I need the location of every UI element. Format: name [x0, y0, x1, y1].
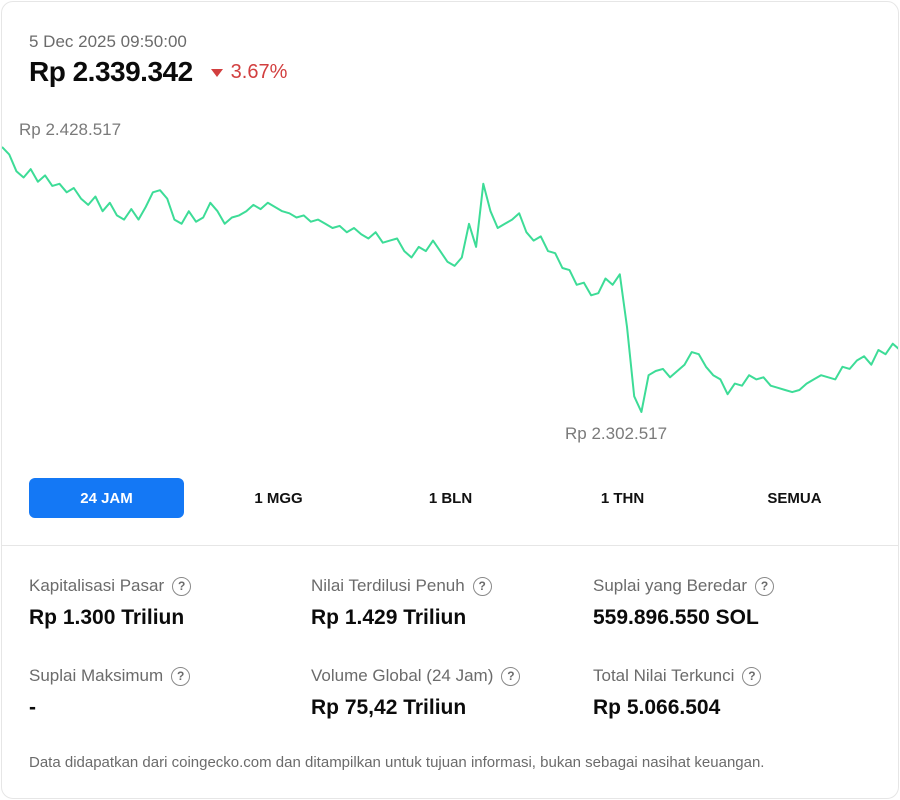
disclaimer-text: Data didapatkan dari coingecko.com dan d… [29, 754, 765, 771]
stat-label: Suplai Maksimum? [29, 666, 299, 686]
stat-value: Rp 75,42 Triliun [311, 696, 467, 719]
chart-low-label: Rp 2.302.517 [565, 424, 668, 443]
price-line [2, 146, 898, 413]
stat-value: Rp 5.066.504 [593, 696, 721, 719]
tab-1-mgg[interactable]: 1 MGG [201, 478, 356, 518]
timestamp: 5 Dec 2025 09:50:00 [29, 32, 187, 51]
tab-24-jam[interactable]: 24 JAM [29, 478, 184, 518]
current-price: Rp 2.339.342 [29, 56, 193, 87]
stat-value: Rp 1.429 Triliun [311, 606, 467, 629]
stat-fully-diluted: Nilai Terdilusi Penuh? Rp 1.429 Triliun [311, 576, 581, 630]
stat-total-value-locked: Total Nilai Terkunci? Rp 5.066.504 [593, 666, 863, 720]
stat-max-supply: Suplai Maksimum? - [29, 666, 299, 720]
help-icon[interactable]: ? [172, 576, 192, 596]
tab-label: 24 JAM [80, 489, 133, 507]
stat-global-volume: Volume Global (24 Jam)? Rp 75,42 Triliun [311, 666, 581, 720]
help-icon[interactable]: ? [742, 666, 762, 686]
stat-label-text: Kapitalisasi Pasar [29, 576, 165, 595]
stat-label: Volume Global (24 Jam)? [311, 666, 581, 686]
divider [2, 545, 898, 546]
help-icon[interactable]: ? [171, 666, 191, 686]
stat-value: - [29, 696, 36, 719]
tab-label: 1 MGG [254, 489, 303, 507]
down-triangle-icon [210, 69, 223, 77]
price-chart[interactable] [2, 112, 899, 452]
stat-label-text: Nilai Terdilusi Penuh [311, 576, 465, 595]
timeframe-tabs: 24 JAM 1 MGG 1 BLN 1 THN SEMUA [29, 478, 875, 518]
tab-1-bln[interactable]: 1 BLN [373, 478, 528, 518]
stat-label-text: Volume Global (24 Jam) [311, 666, 494, 685]
stat-label: Nilai Terdilusi Penuh? [311, 576, 581, 596]
tab-label: 1 BLN [428, 489, 473, 507]
help-icon[interactable]: ? [501, 666, 521, 686]
stat-value: Rp 1.300 Triliun [29, 606, 185, 629]
stat-label: Total Nilai Terkunci? [593, 666, 863, 686]
tab-label: SEMUA [767, 489, 822, 507]
price-row: Rp 2.339.342 3.67% [29, 56, 287, 88]
stat-label: Kapitalisasi Pasar? [29, 576, 299, 596]
stat-label: Suplai yang Beredar? [593, 576, 863, 596]
stat-value: 559.896.550 SOL [593, 606, 759, 629]
stat-circulating-supply: Suplai yang Beredar? 559.896.550 SOL [593, 576, 863, 630]
tab-1-thn[interactable]: 1 THN [545, 478, 700, 518]
price-change: 3.67% [210, 60, 288, 84]
help-icon[interactable]: ? [755, 576, 775, 596]
chart-high-label: Rp 2.428.517 [19, 120, 122, 139]
tab-label: 1 THN [600, 489, 645, 507]
stat-label-text: Suplai Maksimum [29, 666, 164, 685]
stat-market-cap: Kapitalisasi Pasar? Rp 1.300 Triliun [29, 576, 299, 630]
stat-label-text: Suplai yang Beredar [593, 576, 748, 595]
change-percent: 3.67% [230, 60, 288, 83]
tab-semua[interactable]: SEMUA [717, 478, 872, 518]
help-icon[interactable]: ? [472, 576, 492, 596]
stat-label-text: Total Nilai Terkunci [593, 666, 735, 685]
